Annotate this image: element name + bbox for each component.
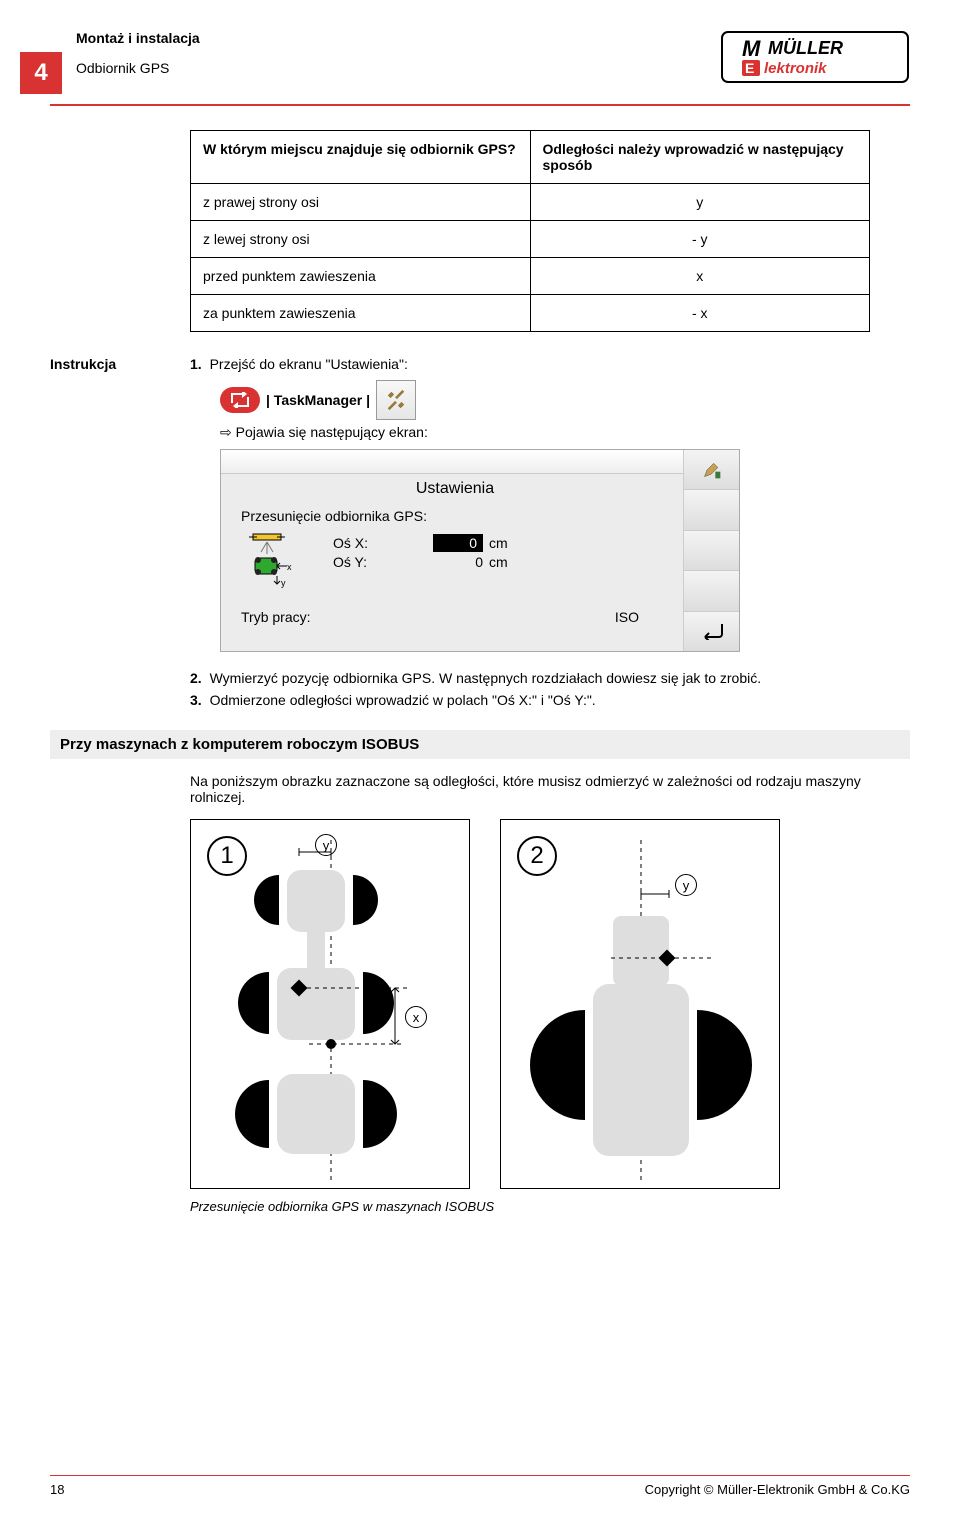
page-section-subtitle: Odbiornik GPS [76, 60, 720, 76]
table-header-1: W którym miejscu znajduje się odbiornik … [191, 131, 531, 184]
work-mode-value: ISO [615, 609, 639, 625]
table-row: z prawej strony osiy [191, 184, 870, 221]
svg-text:MÜLLER: MÜLLER [768, 38, 843, 58]
svg-text:x: x [287, 562, 292, 572]
gps-offset-table: W którym miejscu znajduje się odbiornik … [190, 130, 870, 332]
page-number: 18 [50, 1482, 64, 1497]
step-text: Przejść do ekranu "Ustawienia": [210, 356, 408, 372]
side-button [684, 571, 739, 611]
navigation-path: | TaskManager | [220, 380, 761, 420]
page-section-title: Montaż i instalacja [76, 30, 720, 46]
step-text: Wymierzyć pozycję odbiornika GPS. W nast… [210, 670, 762, 686]
instruction-label: Instrukcja [50, 356, 190, 714]
result-arrow-icon: ⇨ [220, 424, 232, 440]
result-text: Pojawia się następujący ekran: [236, 424, 428, 440]
subsection-heading: Przy maszynach z komputerem roboczym ISO… [50, 730, 910, 759]
step-number: 2. [190, 670, 202, 686]
unit-cm: cm [483, 535, 523, 551]
svg-text:E: E [745, 60, 754, 76]
figure-caption: Przesunięcie odbiornika GPS w maszynach … [190, 1199, 870, 1214]
back-icon [684, 612, 739, 651]
table-row: za punktem zawieszenia- x [191, 295, 870, 332]
svg-text:y: y [281, 578, 286, 588]
side-button [684, 490, 739, 530]
diagram-2: 2 y [500, 819, 780, 1189]
unit-cm: cm [483, 554, 523, 570]
diagram-1: 1 y x [190, 819, 470, 1189]
subsection-text: Na poniższym obrazku zaznaczone są odleg… [190, 773, 870, 805]
svg-text:M: M [742, 36, 761, 61]
step-text: Odmierzone odległości wprowadzić w polac… [210, 692, 596, 708]
side-button [684, 531, 739, 571]
axis-y-value: 0 [403, 554, 483, 570]
tractor-icon: x y [247, 532, 293, 591]
brand-logo: M MÜLLER E lektronik [720, 30, 910, 88]
table-header-2: Odległości należy wprowadzić w następują… [530, 131, 870, 184]
settings-icon [376, 380, 416, 420]
step-number: 3. [190, 692, 202, 708]
settings-screenshot: Ustawienia Przesunięcie odbiornika GPS: [220, 449, 740, 652]
axis-y-label: Oś Y: [333, 554, 403, 570]
axis-x-label: Oś X: [333, 535, 403, 551]
copyright: Copyright © Müller-Elektronik GmbH & Co.… [645, 1482, 910, 1497]
app-switch-icon [220, 387, 260, 413]
task-manager-label: | TaskManager | [266, 392, 370, 408]
step-number: 1. [190, 356, 202, 372]
table-row: z lewej strony osi- y [191, 221, 870, 258]
side-button [684, 450, 739, 490]
work-mode-label: Tryb pracy: [241, 609, 311, 625]
axis-x-value: 0 [433, 534, 483, 552]
screenshot-line: Przesunięcie odbiornika GPS: [241, 508, 669, 524]
screenshot-title: Ustawienia [241, 474, 669, 508]
svg-text:lektronik: lektronik [764, 60, 827, 77]
chapter-badge: 4 [20, 52, 62, 94]
table-row: przed punktem zawieszeniax [191, 258, 870, 295]
header-divider [50, 104, 910, 106]
